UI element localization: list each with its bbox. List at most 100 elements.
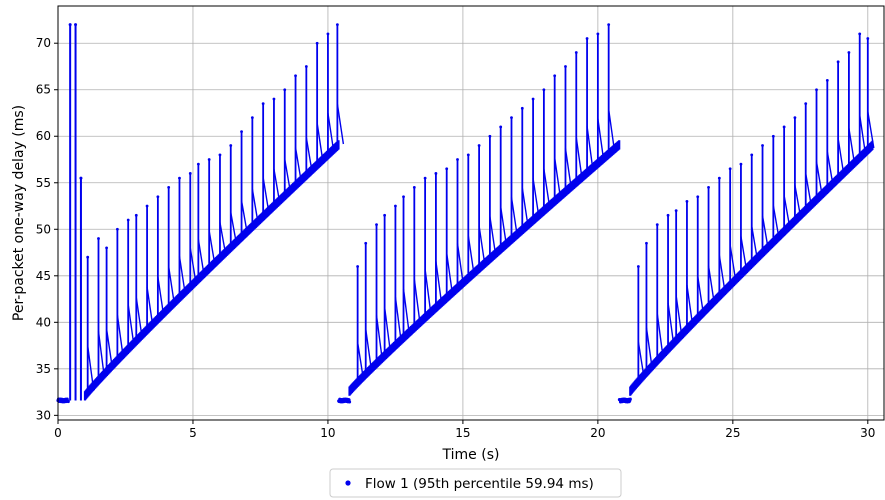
spike-peak [178, 176, 181, 180]
spike-peak [115, 227, 119, 231]
spike-tail [208, 230, 216, 267]
spike-tail [667, 302, 675, 348]
spike-tail [586, 126, 594, 172]
spike-peak [156, 195, 160, 199]
spike-peak [685, 199, 689, 203]
spike-peak [750, 153, 754, 157]
spike-peak [466, 153, 470, 157]
spike-peak [815, 88, 818, 92]
spike-peak [326, 32, 330, 36]
spike-tail [532, 178, 540, 219]
spike-tail [826, 151, 835, 188]
data-points [56, 23, 875, 404]
spike-peak [804, 102, 808, 106]
spike-tail [805, 173, 813, 209]
spike-tail [783, 195, 791, 230]
spike-peak [674, 209, 678, 213]
spike-peak [134, 213, 138, 217]
spike-tail [597, 118, 605, 162]
spike-peak [666, 213, 670, 217]
spike-tail [86, 345, 95, 391]
spike-peak [207, 158, 211, 161]
spike-tail [645, 327, 654, 371]
spike-tail [848, 128, 856, 167]
spike-tail [697, 276, 705, 317]
spike-tail [478, 225, 486, 267]
spike-peak [261, 102, 265, 106]
spike-tail [467, 235, 475, 277]
spike-tail [327, 112, 335, 154]
spike-peak [510, 116, 513, 120]
spike-peak [375, 223, 378, 227]
y-tick-label: 60 [36, 129, 51, 143]
spike-tail [197, 239, 206, 278]
spike-tail [564, 148, 573, 190]
data-point [628, 397, 632, 401]
spike-peak [250, 116, 254, 120]
spike-tail [867, 111, 875, 149]
spike-tail [189, 247, 197, 286]
spike-peak [218, 153, 222, 157]
spike-tail [837, 138, 845, 177]
spike-tail [489, 216, 497, 257]
spike-tail [456, 243, 465, 287]
spike-peak [167, 186, 171, 189]
spike-peak [866, 37, 870, 40]
spike-tail [751, 225, 759, 262]
spike-peak [596, 32, 600, 36]
y-tick-label: 30 [36, 408, 51, 422]
spike-tail [772, 205, 781, 241]
data-point [66, 399, 70, 404]
spike-peak [335, 23, 339, 27]
spike-peak [696, 195, 700, 199]
spike-peak [304, 65, 308, 68]
legend: Flow 1 (95th percentile 59.94 ms) [329, 468, 622, 498]
spike-tail [251, 188, 260, 225]
spike-tail [500, 206, 508, 248]
spike-peak [574, 51, 578, 54]
spike-tail [284, 159, 292, 194]
spike-tail [294, 147, 303, 184]
ticks: 0 5 10 15 20 25 30 30 35 40 45 50 55 60 65 70 [36, 36, 876, 440]
spike-peak [782, 125, 786, 129]
spike-peak [79, 176, 83, 180]
spike-peak [240, 130, 243, 133]
spike-peak [283, 88, 287, 92]
spike-tail [794, 185, 802, 220]
spike-peak [86, 255, 90, 259]
x-tick-label: 10 [320, 426, 335, 440]
spike-peak [456, 158, 459, 161]
spike-peak [739, 162, 743, 166]
spike-tail [105, 328, 114, 370]
spike-peak [315, 41, 319, 45]
spike-peak [445, 167, 449, 171]
spike-peak [412, 186, 416, 189]
spike-tail [365, 328, 373, 373]
spike-tail [413, 279, 422, 326]
spike-peak [356, 265, 360, 268]
spike-peak [402, 195, 405, 199]
spike-peak [655, 223, 659, 227]
spike-tail [607, 109, 616, 153]
spike-peak [394, 204, 397, 208]
spike-peak [272, 97, 276, 101]
spike-peak [636, 265, 640, 268]
y-tick-label: 45 [36, 269, 51, 283]
spike-peak [383, 213, 387, 217]
spike-tail [262, 177, 270, 215]
spike-tail [637, 341, 646, 380]
spike-peak [488, 134, 492, 138]
spike-tail [219, 222, 227, 257]
spike-peak [423, 176, 427, 180]
x-tick-label: 20 [590, 426, 605, 440]
spike-tail [815, 161, 824, 198]
spike-tail [718, 255, 727, 295]
spike-peak [585, 37, 589, 40]
spike-tail [316, 122, 324, 164]
spike-tail [543, 168, 551, 209]
plot-frame [57, 5, 885, 421]
spike-peak [434, 172, 438, 175]
spike-tail [336, 103, 345, 145]
spike-tail [240, 200, 249, 236]
